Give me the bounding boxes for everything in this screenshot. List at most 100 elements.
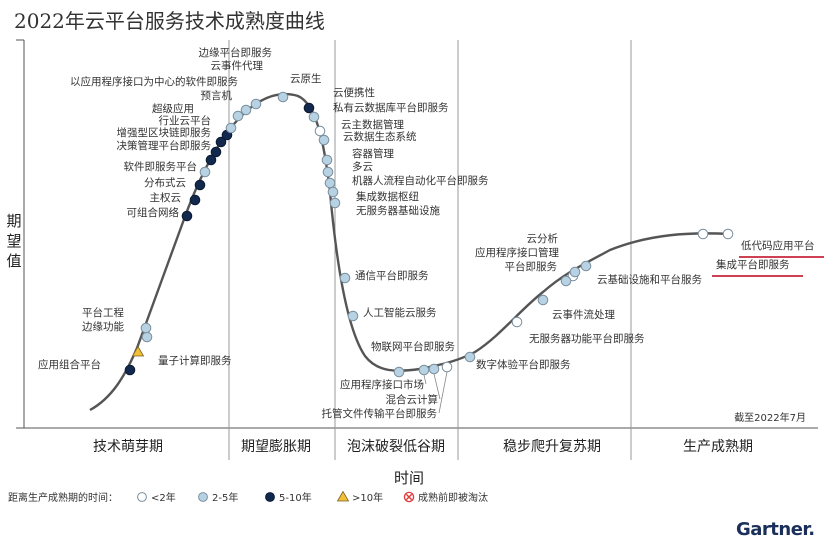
phase-label-4: 稳步爬升复苏期 <box>503 438 601 455</box>
tech-1pogyjn-marker <box>327 186 339 198</box>
tech-epmj86-marker <box>428 363 440 375</box>
tech-1wf2r5w-marker <box>393 366 405 378</box>
tech-xb2ylb-label: 云事件代理 <box>211 59 264 72</box>
tech-129fc5f-marker <box>339 272 351 284</box>
phase-label-1: 技术萌芽期 <box>93 439 163 455</box>
tech-13t3sul-label: 云主数据管理 <box>341 118 404 131</box>
tech-1a0cav-label: 云基础设施和平台服务 <box>597 273 702 286</box>
as-of-note: 截至2022年7月 <box>734 411 806 424</box>
tech-1oehw4e-label: 可组合网络 <box>127 206 180 219</box>
tech-aqo25b-label: 分布式云 <box>144 176 186 189</box>
phase-label-3: 泡沫破裂低谷期 <box>347 439 445 455</box>
tech-idlo46-label: 超级应用 <box>152 102 194 115</box>
tech-1ridmqd-label: 云数据生态系统 <box>343 130 417 143</box>
tech-epmj86-leader <box>433 373 441 400</box>
tech-1ptd8em-leader <box>423 374 427 385</box>
gartner-logo: Gartner. <box>736 519 815 540</box>
tech-4iobt7-label: 边缘平台即服务 <box>199 46 273 59</box>
tech-13t3sul-marker <box>314 125 326 137</box>
tech-fl4n-marker <box>322 166 334 178</box>
tech-1sgl55c-label: 量子计算即服务 <box>158 354 232 367</box>
tech-1ifugkx-marker <box>232 110 244 122</box>
tech-19aesyq-label: 决策管理平台即服务 <box>117 139 212 152</box>
tech-13umkhp-marker <box>722 228 734 240</box>
phase-label-2: 期望膨胀期 <box>241 438 311 455</box>
tech-4z6njp-marker <box>124 364 136 376</box>
x-axis-label: 时间 <box>394 469 424 487</box>
tech-1pogyjn-label: 集成数据枢纽 <box>356 190 419 203</box>
tech-p2vrhm-label: 平台即服务 <box>505 260 558 273</box>
tech-19vuejk-marker <box>215 136 227 148</box>
tech-aqo25b-marker <box>194 179 206 191</box>
tech-bxqh78-label: 容器管理 <box>352 147 394 160</box>
tech-n091a-marker <box>225 122 237 134</box>
chart-frame <box>16 39 818 429</box>
tech-1ridmqd-marker <box>318 134 330 146</box>
y-axis-label: 期望值 <box>6 212 21 270</box>
tech-129fc5f-label: 通信平台即服务 <box>355 269 429 282</box>
legend-label-gt10: >10年 <box>352 491 383 504</box>
page-title: 2022年云平台服务技术成熟度曲线 <box>14 9 325 33</box>
hype-curve <box>89 92 731 412</box>
tech-dncuid-marker <box>210 146 222 158</box>
tech-p2vrhm-marker <box>560 275 572 287</box>
tech-4iobt7-marker <box>250 98 262 110</box>
tech-xb2ylb-marker <box>240 104 252 116</box>
legend-marker-obsolete <box>403 491 415 503</box>
tech-1ptifh7-marker <box>569 266 581 278</box>
tech-jxe1a7-leader <box>438 371 448 414</box>
tech-12ep9nc-label: 无服务器功能平台即服务 <box>529 332 645 345</box>
tech-bwsrf-marker <box>580 260 592 272</box>
legend: 距离生产成熟期的时间： <2年 2-5年 5-10年 >10年 成熟前即被淘汰 <box>8 490 488 504</box>
legend-marker-y2_5 <box>198 492 208 502</box>
tech-4nfi7x-marker <box>199 166 211 178</box>
tech-1x1h8rd-marker <box>329 197 341 209</box>
tech-19aesyq-marker <box>205 154 217 166</box>
tech-c9m4ir-marker <box>140 322 152 334</box>
tech-19vuejk-label: 行业云平台 <box>159 114 212 127</box>
legend-marker-lt2 <box>137 492 147 502</box>
tech-1ifugkx-label: 以应用程序接口为中心的软件即服务 <box>70 75 238 88</box>
legend-label-y5_10: 5-10年 <box>279 491 312 504</box>
tech-4nfi7x-label: 软件即服务平台 <box>124 160 198 173</box>
tech-a8wpvf-marker <box>303 102 315 114</box>
tech-inm5ml-marker <box>141 331 153 343</box>
technology-points <box>124 91 734 378</box>
label-leaders <box>423 371 448 414</box>
tech-inm5ml-label: 边缘功能 <box>82 320 124 333</box>
tech-bwsrf-label: 云分析 <box>527 232 559 245</box>
legend-label-obsolete: 成熟前即被淘汰 <box>418 491 488 504</box>
tech-1wf2r5w-label: 物联网平台即服务 <box>371 340 455 353</box>
tech-c9m4ir-label: 平台工程 <box>82 306 124 319</box>
tech-jxe1a7-marker <box>441 361 453 373</box>
legend-marker-gt10 <box>336 490 350 502</box>
tech-ym06ju-label: 数字体验平台即服务 <box>476 358 571 371</box>
tech-128b6qv-marker <box>537 294 549 306</box>
tech-7bwezi-marker <box>308 111 320 123</box>
tech-1eroiko-marker <box>324 177 336 189</box>
tech-dncuid-label: 增强型区块链即服务 <box>117 126 212 139</box>
legend-label-lt2: <2年 <box>151 491 176 504</box>
tech-zwlzxc-marker <box>697 228 709 240</box>
tech-bx581-marker <box>277 91 289 103</box>
legend-marker-y5_10 <box>265 492 275 502</box>
tech-13umkhp-label: 低代码应用平台 <box>741 239 815 252</box>
tech-128b6qv-label: 云事件流处理 <box>552 308 615 321</box>
tech-4z6njp-label: 应用组合平台 <box>38 358 101 371</box>
tech-zwlzxc-label: 集成平台即服务 <box>716 258 790 271</box>
tech-1ptifh7-label: 应用程序接口管理 <box>475 246 559 259</box>
tech-byi3t-label: 主权云 <box>150 191 182 204</box>
tech-7bwezi-label: 私有云数据库平台即服务 <box>333 101 449 114</box>
tech-n091a-label: 预言机 <box>201 89 233 102</box>
tech-1ch6q8n-label: 人工智能云服务 <box>363 306 437 319</box>
legend-label-y2_5: 2-5年 <box>212 491 238 504</box>
tech-1sgl55c-marker <box>131 345 145 357</box>
tech-12ep9nc-marker <box>511 316 523 328</box>
phase-label-5: 生产成熟期 <box>683 439 753 455</box>
tech-fl4n-label: 多云 <box>352 160 373 173</box>
phase-labels: 技术萌芽期 期望膨胀期 泡沫破裂低谷期 稳步爬升复苏期 生产成熟期 <box>93 438 753 455</box>
tech-ym06ju-marker <box>464 351 476 363</box>
